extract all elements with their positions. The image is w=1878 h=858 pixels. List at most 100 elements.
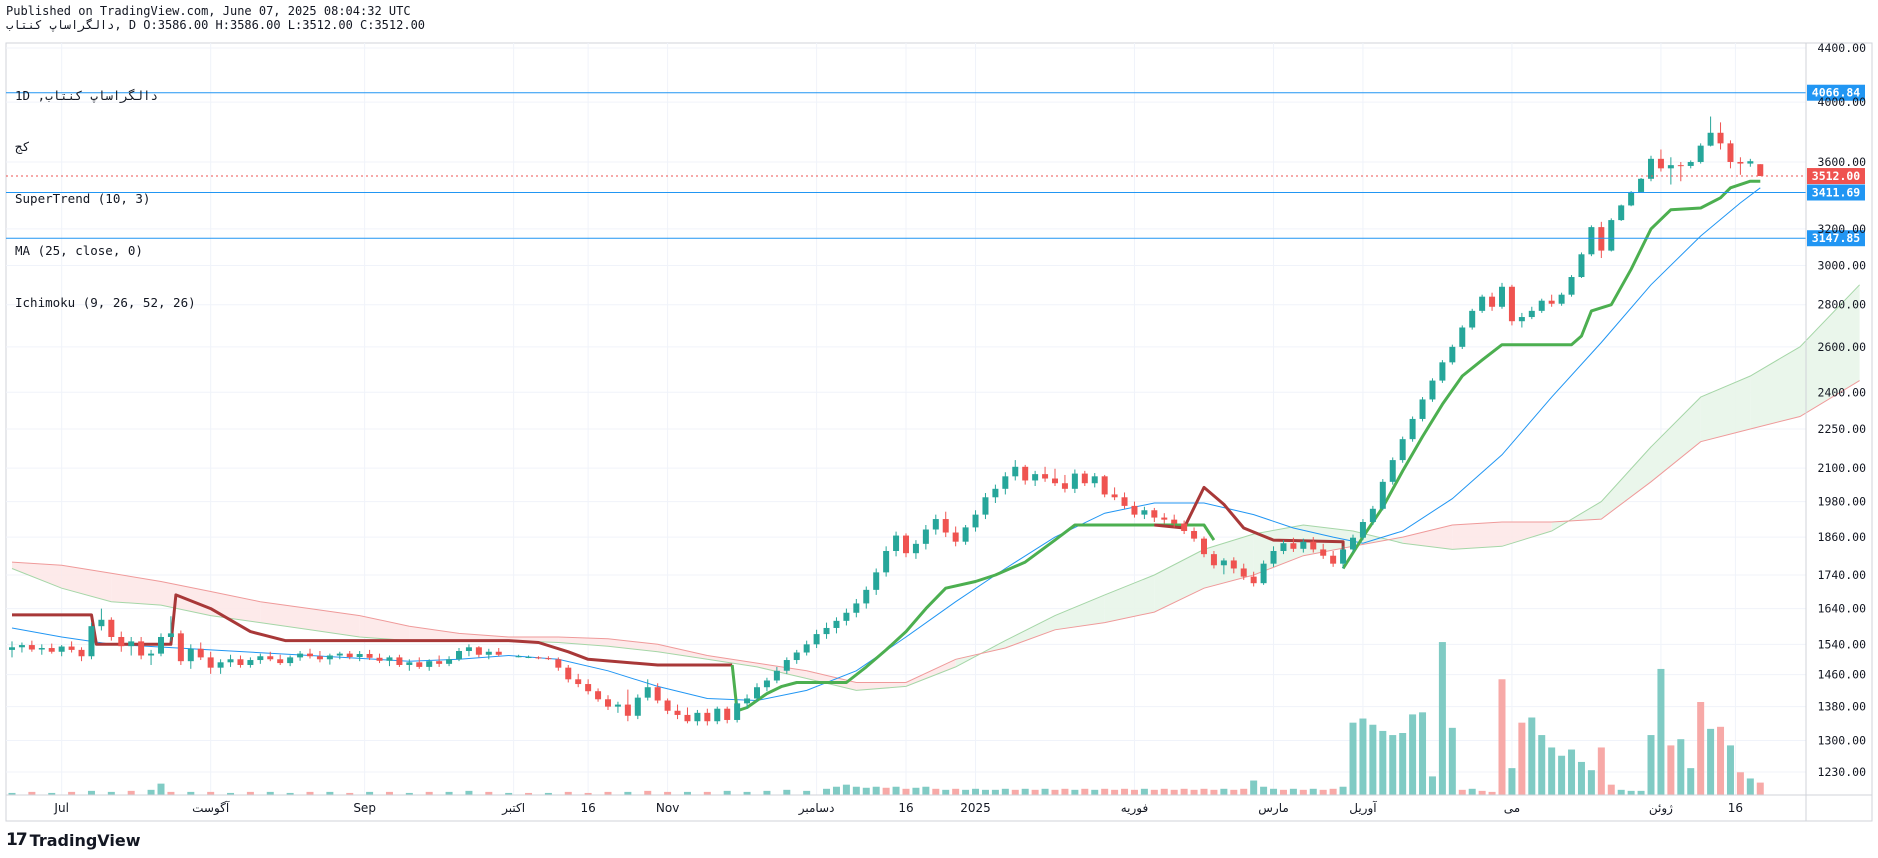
- volume-bar: [932, 788, 940, 795]
- price-tick-label: 1860.00: [1818, 530, 1867, 544]
- candle-body: [1618, 205, 1625, 221]
- candle-body: [426, 661, 433, 667]
- candle-body: [1022, 466, 1029, 481]
- time-tick-label: Nov: [656, 801, 679, 815]
- volume-bar: [1736, 772, 1744, 795]
- candle-body: [823, 627, 830, 635]
- candle-body: [1290, 543, 1297, 549]
- volume-bar: [147, 789, 155, 795]
- candle-body: [903, 535, 909, 554]
- candle-body: [982, 497, 989, 515]
- volume-bar: [1458, 789, 1466, 795]
- candle-body: [38, 648, 45, 650]
- candle-body: [1379, 481, 1386, 509]
- volume-bar: [1508, 768, 1516, 795]
- candle-body: [1638, 178, 1645, 192]
- candle-body: [1330, 555, 1337, 564]
- hline-price-tag: [1807, 184, 1865, 201]
- candle-body: [1032, 474, 1039, 481]
- candle-body: [932, 519, 939, 530]
- candle-body: [1588, 227, 1595, 255]
- volume-bar: [1448, 727, 1456, 795]
- candle-body: [1528, 310, 1535, 318]
- supertrend: [12, 179, 1761, 713]
- price-tick-label: 2600.00: [1818, 340, 1867, 354]
- chart-frame: [5, 42, 1873, 822]
- volume-bar: [1180, 788, 1188, 795]
- volume-bar: [1627, 790, 1635, 795]
- candle-body: [1101, 476, 1108, 495]
- volume-bar: [525, 792, 533, 795]
- cloud-segment: [1502, 522, 1552, 547]
- volume-bars: [8, 642, 1764, 795]
- candle-body: [783, 660, 790, 671]
- cloud-segment: [558, 637, 608, 647]
- candle-body: [952, 532, 959, 542]
- volume-bar: [872, 786, 880, 795]
- volume-bar: [1707, 728, 1715, 795]
- volume-bar: [962, 789, 970, 795]
- candle-body: [1479, 296, 1486, 311]
- volume-bar: [1399, 733, 1407, 795]
- brand-name: TradingView: [29, 830, 141, 850]
- legend-supertrend[interactable]: SuperTrend (10, 3): [15, 191, 151, 207]
- volume-bar: [624, 791, 632, 795]
- candle-body: [754, 687, 760, 699]
- volume-bar: [385, 791, 393, 795]
- candle-body: [1369, 508, 1376, 523]
- price-axis: 4400.00 4000.00 3600.00 3200.00 3000.00 2800.…: [1805, 41, 1867, 821]
- candle-body: [167, 633, 174, 637]
- legend-ma[interactable]: MA (25, close, 0): [15, 243, 143, 259]
- candle-body: [1508, 286, 1515, 322]
- volume-bar: [942, 789, 950, 795]
- price-tick-label: 3600.00: [1818, 155, 1867, 169]
- candle-body: [1350, 537, 1356, 550]
- volume-bar: [1031, 789, 1039, 795]
- candle-body: [1439, 362, 1446, 381]
- volume-bar: [1409, 714, 1417, 795]
- volume-bar: [1061, 788, 1069, 795]
- candle-body: [326, 655, 333, 660]
- volume-bar: [346, 792, 354, 795]
- candle-body: [873, 572, 880, 590]
- candle-body: [336, 653, 343, 656]
- volume-bar: [1279, 789, 1287, 795]
- volume-bar: [207, 791, 215, 795]
- volume-bar: [1270, 788, 1278, 795]
- candle-body: [257, 656, 264, 661]
- volume-bar: [823, 788, 831, 795]
- volume-bar: [1359, 718, 1367, 795]
- price-tick-label: 4400.00: [1818, 41, 1867, 55]
- volume-bar: [28, 791, 36, 795]
- volume-bar: [763, 790, 771, 795]
- time-tick-label: 16: [580, 801, 595, 815]
- candle-body: [1191, 531, 1198, 539]
- cloud-segment: [310, 608, 360, 637]
- price-tick-label: 1380.00: [1818, 700, 1867, 714]
- tradingview-logo[interactable]: 17 TradingView: [6, 830, 141, 850]
- volume-bar: [505, 792, 513, 795]
- candle-body: [803, 644, 810, 653]
- candle-body: [1359, 522, 1366, 538]
- price-tick-label: 3200.00: [1818, 222, 1867, 236]
- candle-body: [1429, 380, 1436, 400]
- volume-bar: [1001, 788, 1009, 795]
- tradingview-logo-icon: 17: [6, 830, 28, 850]
- legend-symbol: 1D ,دالگراساپ کنتاب: [15, 87, 158, 103]
- volume-bar: [1379, 730, 1387, 795]
- volume-bar: [952, 788, 960, 795]
- candle-body: [128, 641, 135, 647]
- volume-bar: [167, 791, 175, 795]
- candle-body: [773, 670, 780, 681]
- volume-bar: [1081, 788, 1089, 795]
- candle-body: [1707, 132, 1714, 146]
- legend-ichimoku[interactable]: Ichimoku (9, 26, 52, 26): [15, 295, 196, 311]
- candle-body: [893, 535, 900, 551]
- candle-body: [624, 704, 631, 716]
- volume-bar: [1568, 749, 1576, 795]
- time-tick-label: 2025: [960, 801, 991, 815]
- volume-bar: [1190, 789, 1198, 795]
- candle-body: [525, 657, 532, 659]
- volume-bar: [8, 792, 16, 795]
